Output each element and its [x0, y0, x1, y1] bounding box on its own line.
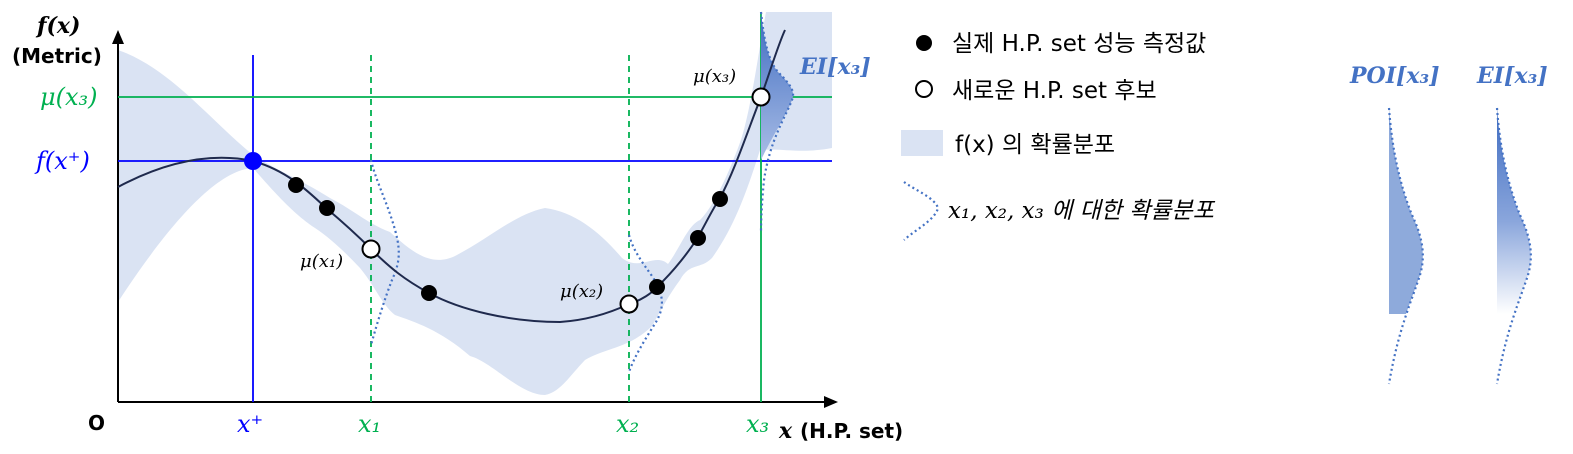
- observed-point: [421, 285, 437, 301]
- x1-distribution-curve: [369, 159, 400, 346]
- observed-points: [288, 177, 728, 301]
- candidate-point-x2: [619, 294, 639, 314]
- x3-distribution-curve: [759, 11, 795, 233]
- observed-point: [319, 200, 335, 216]
- legend-distribution-text: x₁, x₂, x₃ 에 대한 확률분포: [948, 198, 1216, 224]
- label-mu-x2: μ(x₂): [560, 281, 603, 302]
- candidate-point-x1: [361, 239, 381, 259]
- legend-observed-text: 실제 H.P. set 성능 측정값: [952, 31, 1206, 57]
- ei-panel-label: EI[x₃]: [1476, 63, 1548, 89]
- tick-mu-x3: μ(x₃): [40, 83, 97, 111]
- tick-x-plus: x⁺: [237, 410, 263, 438]
- y-axis: [112, 30, 124, 402]
- y-axis-label: f(x): [35, 13, 80, 39]
- ei-shaded-area: [1497, 108, 1531, 314]
- candidate-point-x3: [751, 87, 771, 107]
- ei-x3-shaded-region: [761, 12, 794, 160]
- legend-band-text: f(x) 의 확률분포: [955, 132, 1115, 158]
- legend-distribution-marker: [903, 181, 940, 241]
- x2-distribution-curve: [627, 234, 663, 373]
- poi-panel-label: POI[x₃]: [1349, 63, 1440, 89]
- legend-band-swatch: [901, 130, 943, 156]
- poi-shaded-area: [1389, 108, 1423, 314]
- tick-f-x-plus: f(x⁺): [34, 147, 90, 175]
- observed-point: [712, 191, 728, 207]
- label-ei-x3: EI[x₃]: [799, 54, 871, 80]
- legend-candidate-text: 새로운 H.P. set 후보: [952, 78, 1157, 104]
- tick-x1: x₁: [358, 410, 381, 438]
- x-axis: [118, 396, 838, 408]
- label-mu-x1: μ(x₁): [300, 251, 343, 272]
- observed-point: [690, 230, 706, 246]
- legend-observed-marker: [916, 35, 932, 51]
- ei-panel: [1495, 107, 1532, 385]
- legend-candidate-marker: [915, 80, 933, 98]
- tick-x2: x₂: [616, 410, 639, 438]
- best-point-x-plus: [244, 152, 262, 170]
- x-axis-label: x: [778, 418, 793, 444]
- x-axis-unit: (H.P. set): [800, 419, 903, 443]
- observed-point: [649, 279, 665, 295]
- poi-panel: [1387, 107, 1424, 385]
- y-axis-sublabel: (Metric): [12, 44, 102, 68]
- legend: 실제 H.P. set 성능 측정값 새로운 H.P. set 후보 f(x) …: [901, 31, 1216, 241]
- observed-point: [288, 177, 304, 193]
- origin-label: O: [88, 411, 105, 435]
- label-mu-x3: μ(x₃): [693, 66, 736, 87]
- tick-x3: x₃: [746, 410, 769, 438]
- probability-band: [118, 12, 832, 395]
